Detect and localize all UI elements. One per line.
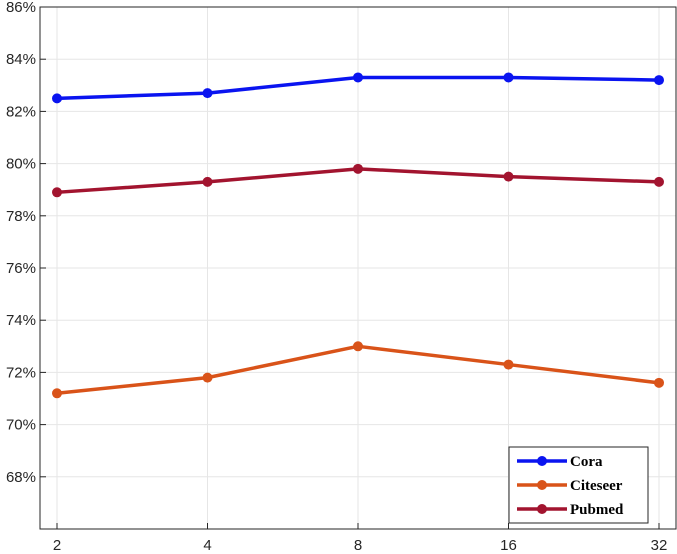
data-point-citeseer [202, 372, 213, 383]
x-tick-label: 8 [354, 537, 362, 554]
data-point-cora [52, 93, 62, 104]
legend-marker-citeseer [537, 480, 547, 490]
x-axis-ticks: 2 4 8 16 32 [53, 523, 668, 554]
data-point-pubmed [202, 176, 213, 187]
y-tick-label: 70% [6, 417, 36, 434]
data-point-cora [654, 75, 664, 86]
legend-marker-cora [537, 456, 547, 466]
legend-label-pubmed: Pubmed [570, 502, 624, 518]
data-point-pubmed [353, 163, 363, 174]
data-point-pubmed [654, 176, 664, 187]
series-group [52, 72, 664, 399]
y-tick-label: 74% [6, 312, 36, 329]
data-point-pubmed [503, 171, 514, 182]
data-point-pubmed [52, 187, 62, 198]
y-tick-label: 86% [6, 0, 36, 16]
x-tick-label: 16 [500, 537, 517, 554]
y-tick-label: 82% [6, 103, 36, 120]
data-point-citeseer [503, 359, 514, 370]
data-point-citeseer [654, 377, 664, 388]
y-tick-label: 80% [6, 156, 36, 173]
y-tick-label: 84% [6, 51, 36, 68]
y-tick-label: 72% [6, 364, 36, 381]
data-point-citeseer [353, 341, 363, 352]
x-tick-label: 4 [203, 537, 211, 554]
data-point-cora [202, 88, 213, 99]
legend-label-cora: Cora [570, 454, 603, 470]
x-tick-label: 2 [53, 537, 61, 554]
data-point-cora [503, 72, 514, 83]
x-tick-label: 32 [651, 537, 668, 554]
y-axis-ticks: 68% 70% 72% 74% 76% 78% 80% 82% 84% 86% [6, 0, 46, 486]
data-point-citeseer [52, 388, 62, 399]
legend: Cora Citeseer Pubmed [508, 446, 649, 524]
y-tick-label: 68% [6, 469, 36, 486]
y-tick-label: 76% [6, 260, 36, 277]
legend-label-citeseer: Citeseer [570, 478, 623, 494]
y-tick-label: 78% [6, 208, 36, 225]
legend-marker-pubmed [537, 504, 547, 514]
data-point-cora [353, 72, 363, 83]
